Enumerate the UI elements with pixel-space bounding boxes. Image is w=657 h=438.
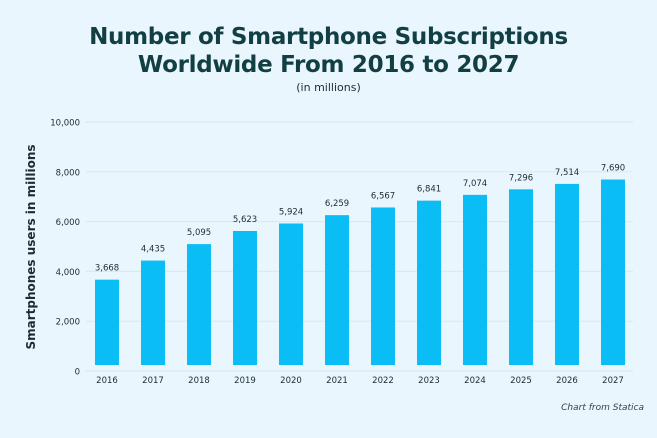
bar-2025 — [509, 189, 533, 365]
bar-2022 — [371, 207, 395, 365]
x-tick-label: 2019 — [234, 376, 256, 386]
bar-2024 — [463, 194, 487, 365]
bar-2017 — [141, 260, 165, 365]
chart-subtitle: (in millions) — [296, 81, 361, 94]
y-tick-label: 8,000 — [56, 168, 80, 178]
bar-2023 — [417, 200, 441, 365]
value-label: 7,296 — [509, 173, 533, 183]
value-label: 7,690 — [601, 164, 625, 174]
x-tick-label: 2018 — [188, 376, 210, 386]
value-label: 6,567 — [371, 191, 395, 201]
y-tick-label: 0 — [75, 368, 80, 378]
value-label: 5,924 — [279, 207, 303, 217]
y-axis-label: Smartphones users in millions — [24, 144, 38, 349]
value-label: 6,259 — [325, 199, 349, 209]
value-label: 3,668 — [95, 264, 119, 274]
x-tick-label: 2025 — [510, 376, 532, 386]
source-note: Chart from Statica — [561, 403, 644, 413]
x-tick-label: 2027 — [602, 376, 624, 386]
bar-2027 — [601, 179, 625, 365]
bar-2019 — [233, 230, 257, 365]
bar-2026 — [555, 183, 579, 365]
chart-title-line-2: Worldwide From 2016 to 2027 — [137, 52, 520, 78]
bar-2018 — [187, 244, 211, 365]
x-tick-label: 2016 — [96, 376, 118, 386]
y-tick-label: 6,000 — [56, 218, 80, 228]
chart-title-line-1: Number of Smartphone Subscriptions — [89, 24, 568, 50]
x-tick-label: 2017 — [142, 376, 164, 386]
x-tick-label: 2024 — [464, 376, 486, 386]
y-tick-label: 2,000 — [56, 318, 80, 328]
value-label: 7,074 — [463, 179, 487, 189]
x-tick-label: 2021 — [326, 376, 348, 386]
x-tick-label: 2026 — [556, 376, 578, 386]
value-label: 6,841 — [417, 185, 441, 195]
x-tick-label: 2020 — [280, 376, 302, 386]
bar-2021 — [325, 215, 349, 365]
y-tick-label: 10,000 — [50, 119, 80, 129]
value-label: 7,514 — [555, 168, 579, 178]
value-label: 5,623 — [233, 215, 257, 225]
value-label: 4,435 — [141, 245, 165, 255]
bar-2016 — [95, 279, 119, 365]
y-tick-label: 4,000 — [56, 268, 80, 278]
value-label: 5,095 — [187, 228, 211, 238]
x-tick-label: 2022 — [372, 376, 394, 386]
bar-2020 — [279, 223, 303, 365]
x-tick-label: 2023 — [418, 376, 440, 386]
